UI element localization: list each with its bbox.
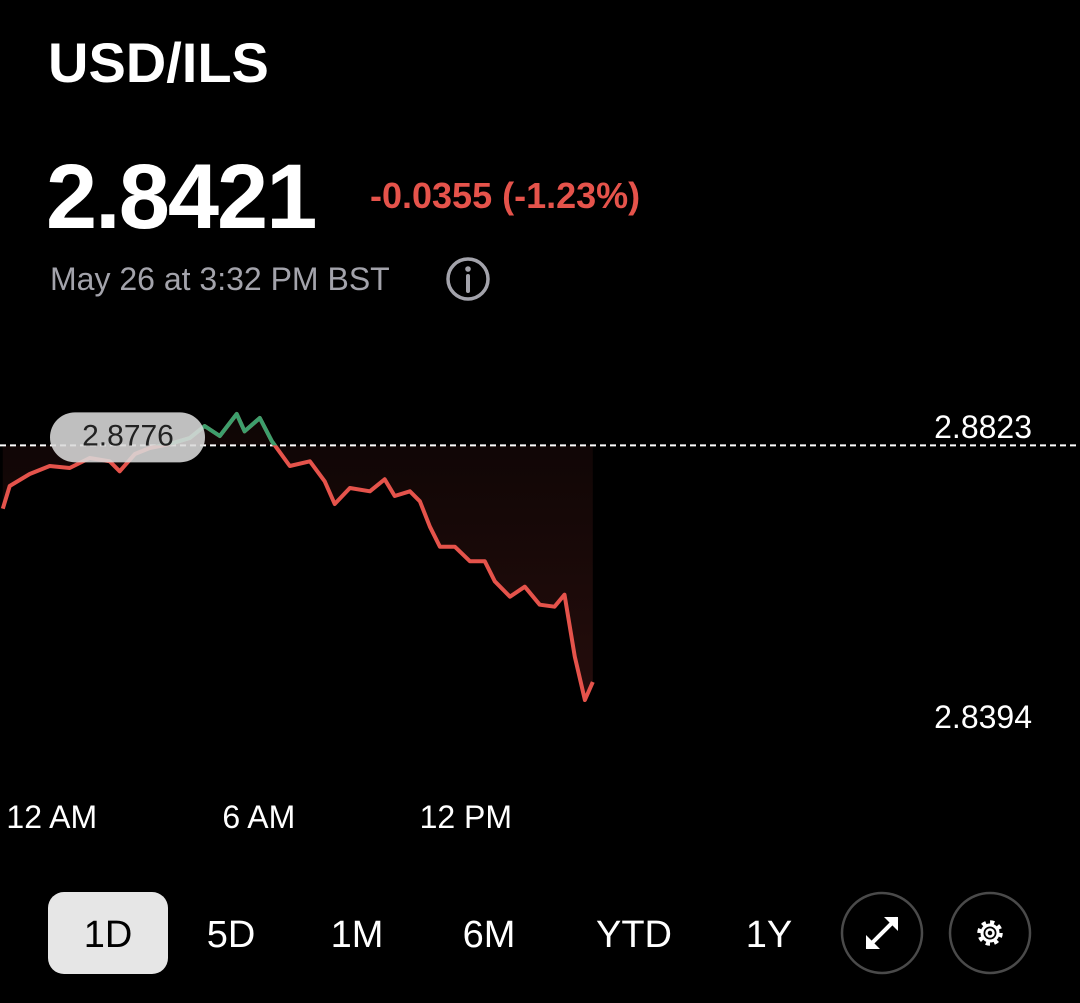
range-label: YTD	[596, 914, 672, 956]
x-tick-label: 12 PM	[420, 799, 512, 835]
range-label: 6M	[463, 914, 516, 956]
range-label: 1M	[331, 914, 384, 956]
change-percent: (-1.23%)	[502, 175, 640, 216]
range-label: 5D	[207, 914, 256, 956]
previous-close-label: 2.8776	[82, 419, 174, 452]
range-buttons: 1D 5D 1M 6M YTD 1Y	[48, 892, 792, 974]
change-value: -0.0355	[370, 175, 492, 216]
change: -0.0355 (-1.23%)	[370, 175, 640, 216]
previous-close-pill	[50, 412, 205, 463]
price: 2.8421	[46, 146, 315, 248]
y-tick-label: 2.8823	[934, 409, 1032, 445]
range-label: 1D	[84, 914, 133, 956]
price-line-down	[0, 412, 595, 702]
y-tick-label: 2.8394	[934, 699, 1032, 735]
range-button[interactable]: 1M	[331, 914, 384, 956]
x-tick-label: 12 AM	[6, 799, 97, 835]
chart: 2.8776 2.8823 2.8394 12 AM 6 AM 12 PM	[0, 409, 1080, 835]
range-button[interactable]: 6M	[463, 914, 516, 956]
info-icon[interactable]	[446, 257, 490, 301]
range-button[interactable]: 1Y	[746, 914, 792, 956]
area-fill	[2, 414, 593, 700]
settings-button[interactable]	[948, 891, 1032, 975]
range-label: 1Y	[746, 914, 792, 956]
range-button[interactable]: 5D	[207, 914, 256, 956]
title: USD/ILS	[48, 31, 269, 94]
range-button[interactable]: YTD	[596, 914, 672, 956]
timestamp: May 26 at 3:32 PM BST	[50, 261, 390, 297]
range-button[interactable]: 1D	[48, 892, 168, 974]
selected-button-bg	[48, 892, 168, 974]
x-tick-label: 6 AM	[222, 799, 295, 835]
expand-button[interactable]	[840, 891, 924, 975]
